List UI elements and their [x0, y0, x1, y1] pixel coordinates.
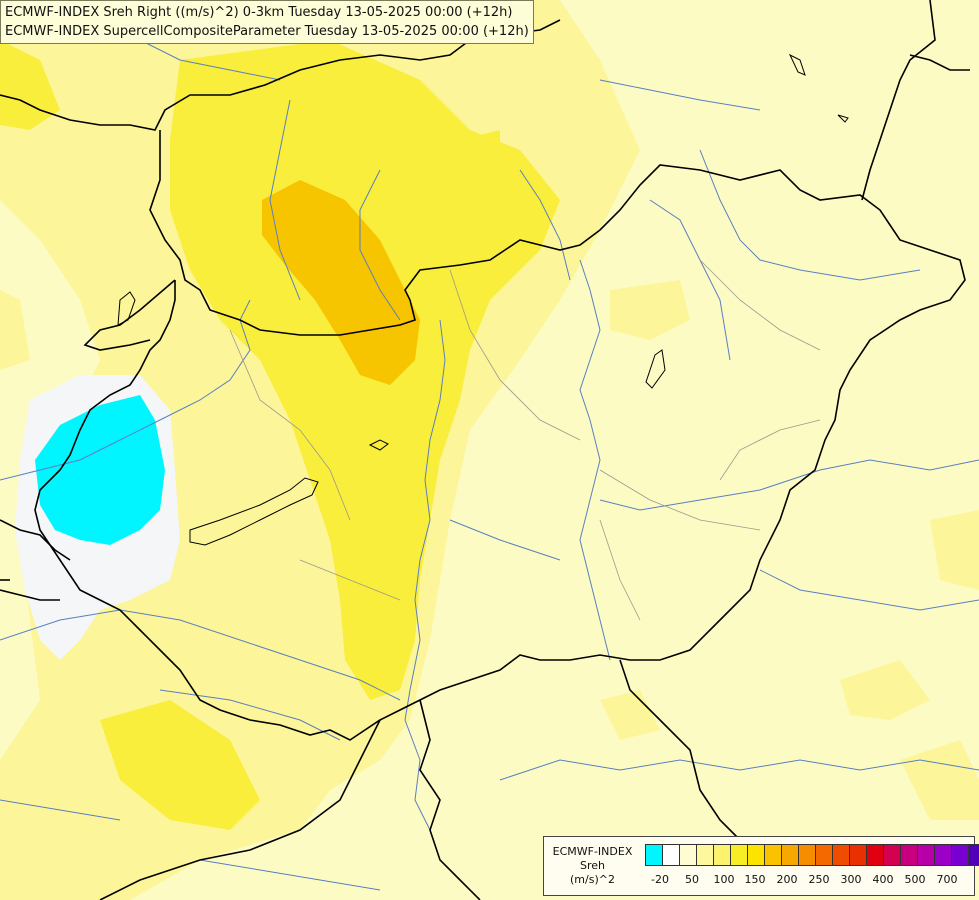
legend-swatch [934, 844, 952, 866]
title-line-2: ECMWF-INDEX SupercellCompositeParameter … [5, 24, 529, 39]
legend-tick-label: 300 [840, 873, 862, 886]
legend-swatch [883, 844, 901, 866]
sreh-low-zones [15, 375, 180, 660]
legend-tick-label: 700 [936, 873, 958, 886]
legend-tick-label: -20 [651, 873, 669, 886]
map-title-box: ECMWF-INDEX Sreh Right ((m/s)^2) 0-3km T… [0, 0, 534, 44]
legend-swatch [662, 844, 680, 866]
legend-swatch [747, 844, 765, 866]
legend-ticks: -20 50 100 150 200 250 300 400 500 700 [645, 873, 975, 889]
legend-swatch [866, 844, 884, 866]
legend-unit: (m/s)^2 [570, 873, 615, 886]
legend-tick-label: 400 [872, 873, 894, 886]
legend-swatch [832, 844, 850, 866]
legend-swatch [781, 844, 799, 866]
legend-swatch [849, 844, 867, 866]
legend-swatches [645, 844, 979, 866]
legend-swatch [968, 844, 979, 866]
sreh-orange-zones [262, 180, 420, 385]
legend-swatch [951, 844, 969, 866]
legend-tick-label: 100 [713, 873, 735, 886]
legend-swatch [645, 844, 663, 866]
color-legend: ECMWF-INDEX Sreh (m/s)^2 -20 50 100 150 200 2… [543, 836, 979, 896]
legend-tick-label: 50 [685, 873, 699, 886]
legend-swatch [696, 844, 714, 866]
title-line-1: ECMWF-INDEX Sreh Right ((m/s)^2) 0-3km T… [5, 5, 513, 20]
legend-swatch [679, 844, 697, 866]
legend-source: ECMWF-INDEX [552, 845, 633, 858]
legend-swatch [798, 844, 816, 866]
legend-swatch [917, 844, 935, 866]
lakes [117, 53, 849, 546]
legend-tick-label: 200 [776, 873, 798, 886]
legend-swatch [900, 844, 918, 866]
legend-label-block: ECMWF-INDEX Sreh (m/s)^2 [544, 837, 641, 895]
legend-swatch [713, 844, 731, 866]
legend-swatch [730, 844, 748, 866]
legend-swatch [764, 844, 782, 866]
legend-tick-label: 150 [744, 873, 766, 886]
legend-variable: Sreh [579, 859, 605, 872]
legend-tick-label: 500 [904, 873, 926, 886]
admin-borders [229, 259, 821, 621]
legend-tick-label: 250 [808, 873, 830, 886]
legend-swatch [815, 844, 833, 866]
